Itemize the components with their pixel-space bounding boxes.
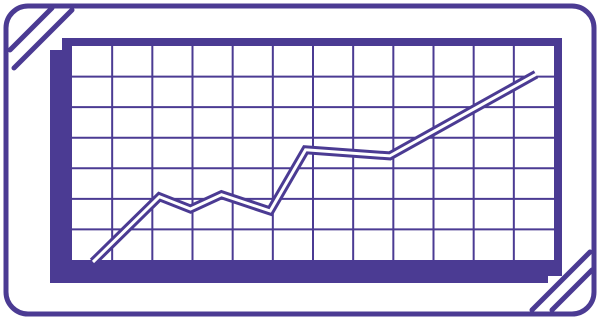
corner-highlight-bottom-right xyxy=(529,249,595,313)
corner-highlight-top-left xyxy=(7,5,75,71)
chart-grid xyxy=(72,46,554,260)
trend-line xyxy=(91,72,537,264)
